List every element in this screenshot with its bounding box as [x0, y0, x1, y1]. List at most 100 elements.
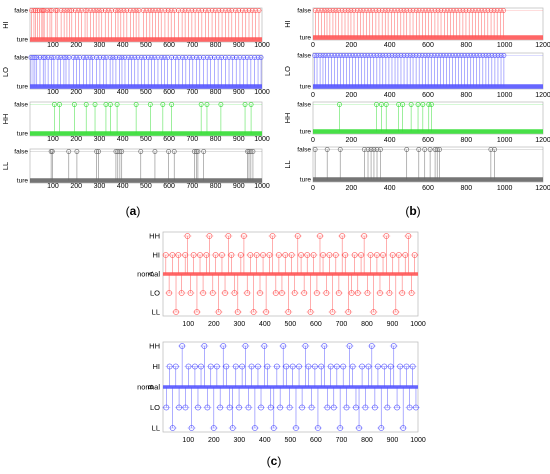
y-axis-label: LL [1, 162, 10, 170]
panel-label-part: ( [126, 204, 130, 218]
panel-a: (a) HI false ture 100 200 300 400 500 600 700 800 90… [1, 8, 270, 219]
x-tick-label: 500 [140, 183, 152, 190]
plot-frame [312, 7, 544, 41]
panel-label: (c) [267, 454, 282, 468]
y-tick-label: false [297, 53, 311, 60]
x-tick-label: 200 [70, 136, 82, 143]
trace-a: A HH HI normal LO LL 100 200 300 400 500 600 700 800 9… [137, 232, 426, 329]
x-tick-label: 200 [70, 42, 82, 49]
x-tick-label: 600 [310, 437, 322, 444]
x-tick-label: 400 [117, 183, 129, 190]
x-tick-label: 800 [361, 321, 373, 328]
x-tick-label: 800 [460, 185, 472, 192]
x-tick-label: 200 [208, 437, 220, 444]
x-tick-label: 700 [186, 183, 198, 190]
panel-label-part: c [271, 454, 278, 468]
x-tick-label: 800 [460, 137, 472, 144]
x-tick-label: 100 [47, 89, 59, 96]
x-tick-label: 500 [140, 42, 152, 49]
x-tick-label: 1000 [254, 136, 270, 143]
x-tick-label: 600 [163, 42, 175, 49]
x-tick-label: 400 [384, 42, 396, 49]
x-tick-label: 100 [47, 183, 59, 190]
y-tick-label: false [297, 8, 311, 15]
x-tick-label: 600 [163, 136, 175, 143]
x-tick-label: 800 [361, 437, 373, 444]
x-tick-label: 600 [422, 137, 434, 144]
x-tick-label: 400 [117, 136, 129, 143]
x-tick-label: 700 [186, 42, 198, 49]
x-tick-label: 200 [70, 183, 82, 190]
plot-frame [312, 146, 544, 183]
x-tick-label: 300 [94, 183, 106, 190]
x-tick-label: 900 [233, 183, 245, 190]
x-tick-label: 1000 [497, 137, 513, 144]
x-tick-label: 400 [384, 137, 396, 144]
x-tick-label: 900 [387, 321, 399, 328]
plot-frame [29, 101, 263, 137]
panel-label-part: b [409, 204, 416, 218]
panel-label-part: ( [405, 204, 409, 218]
x-tick-label: 1000 [497, 185, 513, 192]
x-tick-label: 200 [345, 185, 357, 192]
x-tick-label: 900 [387, 437, 399, 444]
x-tick-label: 200 [345, 42, 357, 49]
y-tick-label: false [297, 102, 311, 109]
x-tick-label: 1000 [254, 183, 270, 190]
x-tick-label: 400 [384, 185, 396, 192]
x-tick-label: 400 [259, 437, 271, 444]
panel-label-part: ) [136, 204, 140, 218]
x-tick-label: 1200 [535, 185, 550, 192]
panel-label-part: ) [277, 454, 281, 468]
x-tick-label: 700 [186, 89, 198, 96]
panel-label-part: ) [417, 204, 421, 218]
x-tick-label: 600 [310, 321, 322, 328]
y-axis-label: LO [283, 66, 292, 76]
x-tick-label: 1000 [254, 42, 270, 49]
x-tick-label: 400 [259, 321, 271, 328]
x-tick-label: 400 [384, 92, 396, 99]
x-tick-label: 0 [311, 92, 315, 99]
x-tick-label: 0 [311, 42, 315, 49]
x-tick-label: 700 [186, 136, 198, 143]
x-tick-label: 100 [47, 136, 59, 143]
x-tick-label: 600 [422, 42, 434, 49]
y-tick-label: normal [137, 270, 160, 279]
y-axis-label: LL [283, 160, 292, 168]
y-tick-label: HI [153, 251, 161, 260]
trace-b: B HH HI normal LO LL 100 200 300 400 500 600 700 800 9… [137, 342, 426, 445]
plot-frame [312, 52, 544, 90]
x-tick-label: 1000 [497, 42, 513, 49]
plot-frame [29, 148, 263, 184]
x-tick-label: 300 [94, 89, 106, 96]
x-tick-label: 1200 [535, 42, 550, 49]
y-tick-label: ture [17, 178, 29, 185]
y-tick-label: ture [300, 177, 312, 184]
y-tick-label: false [14, 55, 28, 62]
x-tick-label: 100 [182, 437, 194, 444]
y-tick-label: false [14, 102, 28, 109]
x-tick-label: 300 [233, 321, 245, 328]
y-tick-label: HH [149, 232, 160, 241]
x-tick-label: 200 [345, 137, 357, 144]
panel-label-part: a [130, 204, 137, 218]
x-tick-label: 600 [163, 183, 175, 190]
y-tick-label: HI [153, 362, 161, 371]
x-tick-label: 300 [94, 136, 106, 143]
x-tick-label: 0 [311, 185, 315, 192]
plot-frame [29, 7, 263, 43]
x-tick-label: 100 [182, 321, 194, 328]
y-tick-label: LL [152, 308, 160, 317]
y-axis-label: A [146, 271, 155, 276]
x-tick-label: 700 [336, 321, 348, 328]
x-tick-label: 500 [140, 136, 152, 143]
y-tick-label: ture [300, 129, 312, 136]
y-tick-label: ture [17, 131, 29, 138]
y-tick-label: false [14, 149, 28, 156]
y-axis-label: HI [283, 20, 292, 28]
